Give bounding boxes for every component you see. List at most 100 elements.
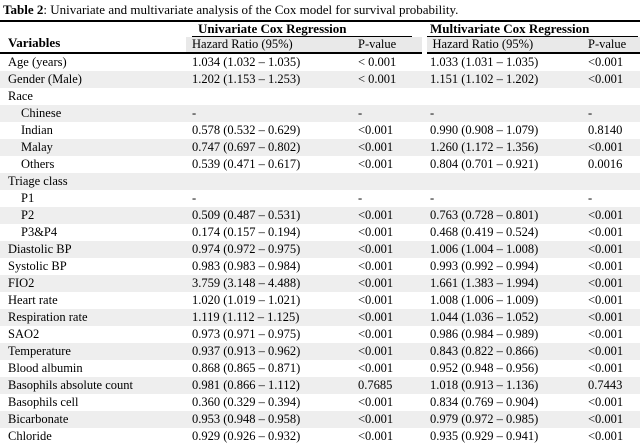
table-cell: <0.001 xyxy=(588,327,624,341)
table-cell: 1.008 (1.006 – 1.009) xyxy=(430,293,539,307)
table-cell: - xyxy=(358,106,363,120)
row-label: Gender (Male) xyxy=(8,72,82,86)
row-label: Diastolic BP xyxy=(8,242,72,256)
table-cell: 0.834 (0.769 – 0.904) xyxy=(430,395,539,409)
table-cell xyxy=(352,88,424,105)
table-cell: 0.979 (0.972 – 0.985) xyxy=(430,412,539,426)
table-row: Chloride 0.929 (0.926 – 0.932) <0.001 0.935… xyxy=(0,428,640,445)
column-header-uni-p-value: P-value xyxy=(352,37,424,53)
table-cell: 0.973 (0.971 – 0.975) xyxy=(192,327,301,341)
table-row: Temperature 0.937 (0.913 – 0.962) <0.001 0.… xyxy=(0,343,640,360)
table-cell: 0.763 (0.728 – 0.801) xyxy=(430,208,539,222)
table-cell: <0.001 xyxy=(588,429,624,443)
table-cell: <0.001 xyxy=(588,293,624,307)
row-label: Chinese xyxy=(21,106,62,120)
table-row: Chinese - - - - xyxy=(0,105,640,122)
column-header-multi-hazard-ratio: Hazard Ratio (95%) xyxy=(421,37,582,53)
table-cell: 1.151 (1.102 – 1.202) xyxy=(430,72,539,86)
table-caption-text: : Univariate and multivariate analysis o… xyxy=(43,2,459,17)
table-body: Age (years) 1.034 (1.032 – 1.035) < 0.001 1… xyxy=(0,53,640,445)
sub-header-row: Hazard Ratio (95%) P-value Hazard Ratio … xyxy=(0,37,640,53)
table-cell: 0.7685 xyxy=(358,378,393,392)
row-label: Temperature xyxy=(8,344,71,358)
table-caption-number: Table 2 xyxy=(3,2,44,17)
table-cell: < 0.001 xyxy=(358,55,397,69)
table-cell xyxy=(186,173,352,190)
row-label: Basophils cell xyxy=(8,395,79,409)
group-header-univariate-label: Univariate Cox Regression xyxy=(192,22,412,37)
column-header-uni-hazard-ratio: Hazard Ratio (95%) xyxy=(186,37,352,53)
table-row: P1 - - - - xyxy=(0,190,640,207)
table-cell: 0.747 (0.697 – 0.802) xyxy=(192,140,301,154)
table-row: Blood albumin 0.868 (0.865 – 0.871) <0.001… xyxy=(0,360,640,377)
table-row: P2 0.509 (0.487 – 0.531) <0.001 0.763 (0.72… xyxy=(0,207,640,224)
row-label: Bicarbonate xyxy=(8,412,69,426)
row-label: Systolic BP xyxy=(8,259,67,273)
table-cell: 0.868 (0.865 – 0.871) xyxy=(192,361,301,375)
table-cell: 0.935 (0.929 – 0.941) xyxy=(430,429,539,443)
table-cell: 0.983 (0.983 – 0.984) xyxy=(192,259,301,273)
table-cell xyxy=(582,88,640,105)
row-label: Age (years) xyxy=(8,55,67,69)
table-cell: 0.981 (0.866 – 1.112) xyxy=(192,378,300,392)
table-cell: <0.001 xyxy=(588,395,624,409)
table-cell xyxy=(186,88,352,105)
table-cell: 1.018 (0.913 – 1.136) xyxy=(430,378,539,392)
table-row: Diastolic BP 0.974 (0.972 – 0.975) <0.001 1… xyxy=(0,241,640,258)
table-row: Others 0.539 (0.471 – 0.617) <0.001 0.804 (… xyxy=(0,156,640,173)
table-cell: <0.001 xyxy=(358,208,394,222)
table-cell: - xyxy=(192,191,197,205)
table-cell: 1.661 (1.383 – 1.994) xyxy=(430,276,539,290)
table-cell: <0.001 xyxy=(588,412,624,426)
table-cell: <0.001 xyxy=(588,225,624,239)
table-row: Race xyxy=(0,88,640,105)
column-header-variables: Variables xyxy=(8,35,61,50)
table-row: Malay 0.747 (0.697 – 0.802) <0.001 1.260 (1… xyxy=(0,139,640,156)
table-cell: 0.174 (0.157 – 0.194) xyxy=(192,225,301,239)
table-cell: <0.001 xyxy=(358,361,394,375)
cox-results-table: Variables Univariate Cox Regression Mult… xyxy=(0,20,640,445)
table-cell: - xyxy=(358,191,363,205)
table-cell: <0.001 xyxy=(588,140,624,154)
table-cell: 0.7443 xyxy=(588,378,623,392)
table-row: Gender (Male) 1.202 (1.153 – 1.253) < 0.00… xyxy=(0,71,640,88)
table-cell: 1.044 (1.036 – 1.052) xyxy=(430,310,539,324)
table-row: Basophils cell 0.360 (0.329 – 0.394) <0.00… xyxy=(0,394,640,411)
table-cell: 1.020 (1.019 – 1.021) xyxy=(192,293,301,307)
table-cell: 1.119 (1.112 – 1.125) xyxy=(192,310,300,324)
table-cell: <0.001 xyxy=(358,242,394,256)
table-cell: <0.001 xyxy=(588,276,624,290)
table-cell: 0.578 (0.532 – 0.629) xyxy=(192,123,301,137)
table-cell: <0.001 xyxy=(358,327,394,341)
row-label: Others xyxy=(21,157,55,171)
table-cell: - xyxy=(588,106,593,120)
group-header-multivariate-label: Multivariate Cox Regression xyxy=(427,22,639,37)
row-label: Basophils absolute count xyxy=(8,378,133,392)
table-cell: 1.202 (1.153 – 1.253) xyxy=(192,72,301,86)
row-label: SAO2 xyxy=(8,327,40,341)
table-cell: <0.001 xyxy=(588,72,624,86)
row-label: Race xyxy=(8,89,33,103)
table-cell: 1.034 (1.032 – 1.035) xyxy=(192,55,301,69)
row-label: Respiration rate xyxy=(8,310,88,324)
table-cell: <0.001 xyxy=(358,225,394,239)
table-cell: 0.929 (0.926 – 0.932) xyxy=(192,429,301,443)
table-cell: <0.001 xyxy=(358,344,394,358)
row-label: Heart rate xyxy=(8,293,58,307)
table-row: Systolic BP 0.983 (0.983 – 0.984) <0.001 0.… xyxy=(0,258,640,275)
table-cell: 0.990 (0.908 – 1.079) xyxy=(430,123,539,137)
table-cell: 0.0016 xyxy=(588,157,623,171)
table-cell: <0.001 xyxy=(588,344,624,358)
table-cell: <0.001 xyxy=(588,208,624,222)
table-cell: - xyxy=(588,191,593,205)
table-cell: <0.001 xyxy=(358,140,394,154)
table-row: Heart rate 1.020 (1.019 – 1.021) <0.001 1.0… xyxy=(0,292,640,309)
table-row: P3&P4 0.174 (0.157 – 0.194) <0.001 0.468 (0… xyxy=(0,224,640,241)
table-cell: <0.001 xyxy=(358,276,394,290)
table-cell: <0.001 xyxy=(358,412,394,426)
table-cell: 0.953 (0.948 – 0.958) xyxy=(192,412,301,426)
table-cell: <0.001 xyxy=(588,310,624,324)
table-cell: <0.001 xyxy=(358,293,394,307)
table-row: FIO2 3.759 (3.148 – 4.488) <0.001 1.661 (1.… xyxy=(0,275,640,292)
table-cell: 0.937 (0.913 – 0.962) xyxy=(192,344,301,358)
